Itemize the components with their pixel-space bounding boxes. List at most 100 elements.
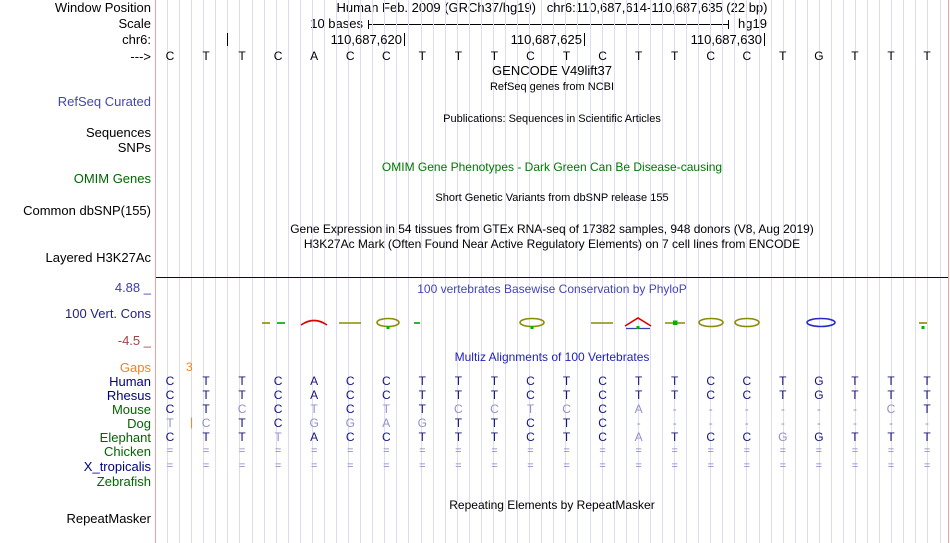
base-letter: T (418, 49, 427, 63)
species-label-elephant[interactable]: Elephant (99, 430, 151, 445)
gridline (480, 0, 482, 543)
alignment-base: T (238, 416, 246, 430)
conservation-glyph (919, 322, 927, 329)
gridline (553, 0, 555, 543)
alignment-base: C (526, 374, 535, 388)
track-label-sequences[interactable]: Sequences (85, 125, 151, 140)
alignment-base: C (598, 374, 607, 388)
track-label-snps[interactable]: SNPs (117, 140, 151, 155)
gridline (661, 0, 663, 543)
base-letter: T (887, 49, 895, 63)
gap-annotation: 3 (186, 360, 193, 374)
gridline (746, 0, 748, 543)
alignment-base: = (202, 460, 210, 472)
species-label-dog[interactable]: Dog (127, 416, 151, 431)
alignment-base: C (490, 402, 499, 416)
track-title-dbsnp-release[interactable]: Short Genetic Variants from dbSNP releas… (435, 192, 669, 204)
base-letter: T (634, 49, 643, 63)
species-label-mouse[interactable]: Mouse (111, 402, 151, 417)
alignment-base: C (345, 374, 355, 388)
track-title-h3k27ac[interactable]: H3K27Ac Mark (Often Found Near Active Re… (303, 237, 801, 251)
track-title-gencode[interactable]: GENCODE V49lift37 (492, 63, 612, 78)
gridline (167, 0, 169, 543)
conservation-glyph (376, 317, 400, 329)
window-position-label: Window Position (54, 0, 151, 15)
gridline (323, 0, 325, 543)
alignment-base: T (454, 374, 463, 388)
alignment-base: C (381, 388, 391, 402)
alignment-base: A (310, 374, 319, 388)
alignment-base: T (562, 416, 571, 430)
conservation-glyph (262, 322, 270, 324)
alignment-base: T (562, 388, 571, 402)
track-title-repeatmasker-title[interactable]: Repeating Elements by RepeatMasker (449, 498, 655, 512)
alignment-base: = (347, 460, 354, 472)
track-title-gtex[interactable]: Gene Expression in 54 tissues from GTEx … (290, 222, 814, 236)
alignment-base: C (598, 402, 607, 416)
alignment-base: T (202, 430, 210, 444)
gridline (517, 0, 519, 543)
alignment-base: T (887, 430, 895, 444)
track-label-refseq-curated[interactable]: RefSeq Curated (57, 94, 151, 109)
track-label-repeatmasker[interactable]: RepeatMasker (66, 511, 151, 526)
alignment-base: - (708, 402, 713, 416)
conservation-glyph (734, 317, 760, 328)
base-letter: C (165, 49, 175, 63)
alignment-base: T (382, 402, 390, 416)
gridline (879, 0, 881, 543)
gridline (867, 0, 869, 543)
alignment-base: T (202, 388, 210, 402)
alignment-base: = (166, 445, 174, 457)
track-title-publications[interactable]: Publications: Sequences in Scientific Ar… (443, 113, 661, 125)
species-label-zebrafish[interactable]: Zebrafish (96, 474, 151, 489)
track-label-omim-genes[interactable]: OMIM Genes (73, 171, 151, 186)
species-label-rhesus[interactable]: Rhesus (106, 388, 151, 403)
alignment-base: T (274, 430, 282, 444)
track-label-100-vert-cons[interactable]: 100 Vert. Cons (65, 306, 151, 321)
conservation-glyph (414, 322, 420, 324)
alignment-base: = (419, 460, 426, 472)
gridline (444, 0, 446, 543)
alignment-base: A (310, 388, 319, 402)
track-title-omim-phenotypes[interactable]: OMIM Gene Phenotypes - Dark Green Can Be… (381, 160, 723, 174)
alignment-base: T (851, 430, 859, 444)
gridline (613, 0, 615, 543)
species-label-x_tropicalis[interactable]: X_tropicalis (83, 459, 151, 474)
track-label-common-dbsnp-155[interactable]: Common dbSNP(155) (23, 203, 151, 218)
alignment-base: C (165, 402, 175, 416)
alignment-base: C (381, 430, 391, 444)
alignment-base: T (418, 430, 427, 444)
gridline (903, 0, 905, 543)
ruler-tick (404, 33, 405, 46)
gridline (577, 0, 579, 543)
gridline (299, 0, 301, 543)
alignment-base: C (562, 402, 571, 416)
alignment-base: T (238, 388, 246, 402)
species-label-human[interactable]: Human (109, 374, 151, 389)
alignment-base: T (887, 374, 895, 388)
alignment-base: T (923, 374, 931, 388)
alignment-base: = (238, 445, 246, 457)
track-label-layered-h3k27ac[interactable]: Layered H3K27Ac (45, 250, 151, 265)
track-title-multiz[interactable]: Multiz Alignments of 100 Vertebrates (454, 350, 650, 364)
alignment-base: = (383, 460, 390, 472)
track-label-gaps[interactable]: Gaps (119, 360, 151, 375)
alignment-base: A (634, 430, 643, 444)
base-letter: C (742, 49, 752, 63)
gridline (360, 0, 362, 543)
alignment-base: C (526, 430, 535, 444)
alignment-base: T (310, 402, 318, 416)
alignment-base: C (273, 388, 283, 402)
alignment-base: = (491, 460, 498, 472)
track-title-refseq-ncbi[interactable]: RefSeq genes from NCBI (489, 81, 615, 93)
track-title-phylop[interactable]: 100 vertebrates Basewise Conservation by… (417, 282, 687, 296)
base-letter: C (273, 49, 283, 63)
species-label-chicken[interactable]: Chicken (104, 444, 151, 459)
scale-bar-left-tick (368, 20, 369, 29)
alignment-base: T (562, 430, 571, 444)
ruler-tick (764, 33, 765, 46)
alignment-base: = (671, 445, 678, 457)
gridline (179, 0, 181, 543)
base-letter: T (454, 49, 463, 63)
